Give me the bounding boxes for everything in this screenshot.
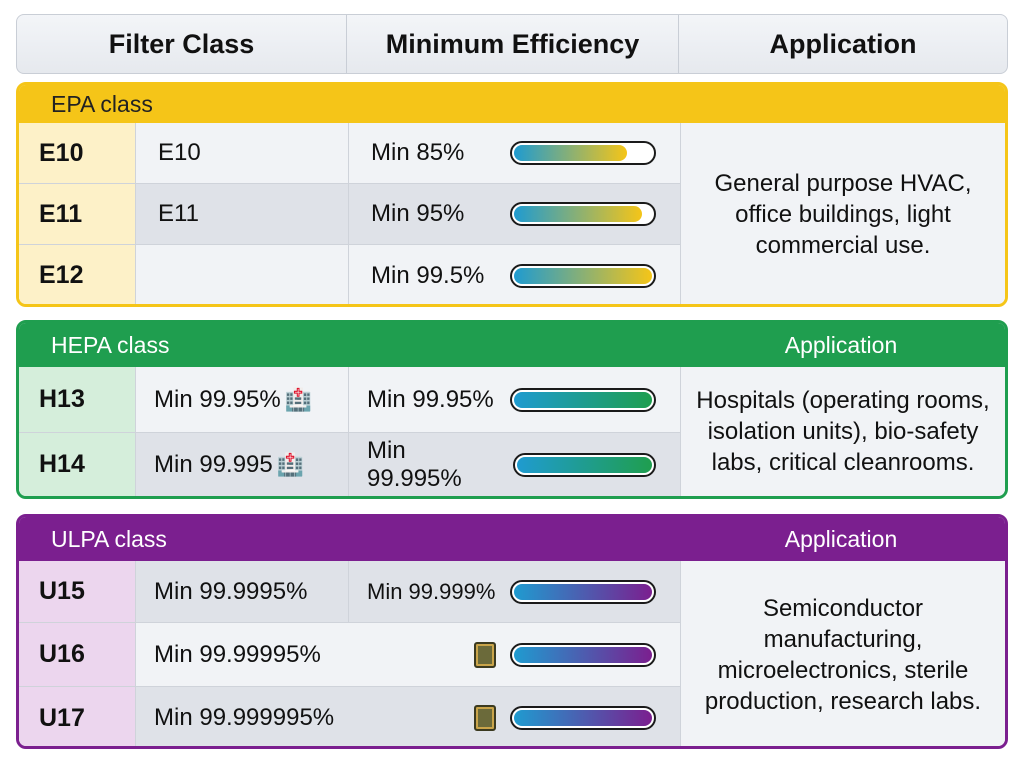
e11-label: E11 (136, 184, 349, 245)
u17-efficiency: Min 99.999995% (136, 687, 681, 746)
hospital-icon: 🏥 (276, 451, 305, 477)
hepa-app-header: Application (784, 331, 898, 358)
class-u17: U17 (19, 687, 136, 746)
e12-label (136, 245, 349, 304)
efficiency-bar-fill (514, 646, 652, 663)
epa-title: EPA class (51, 90, 153, 117)
u16-efficiency: Min 99.99995% (136, 623, 681, 687)
header-filter-class: Filter Class (17, 15, 347, 73)
h14-label: Min 99.995 🏥 (136, 433, 349, 496)
class-h14: H14 (19, 433, 136, 496)
u15-label: Min 99.9995% (136, 561, 349, 623)
h14-efficiency: Min 99.995% (349, 433, 681, 496)
efficiency-bar (510, 642, 656, 667)
h13-efficiency: Min 99.95% (349, 367, 681, 433)
class-e10: E10 (19, 123, 136, 184)
e10-label: E10 (136, 123, 349, 184)
class-e11: E11 (19, 184, 136, 245)
e11-efficiency: Min 95% (349, 184, 681, 245)
epa-application: General purpose HVAC, office buildings, … (681, 123, 1005, 304)
e12-efficiency: Min 99.5% (349, 245, 681, 304)
ulpa-app-header: Application (784, 525, 898, 552)
u15-efficiency: Min 99.999% (349, 561, 681, 623)
efficiency-bar-fill (514, 583, 652, 600)
ulpa-section: ULPA class Application U15 Min 99.9995% M… (16, 514, 1008, 749)
hepa-section: HEPA class Application H13 Min 99.95% 🏥 Mi… (16, 320, 1008, 499)
efficiency-bar (510, 263, 656, 288)
hepa-title: HEPA class (51, 331, 170, 358)
epa-section: EPA class E10 E10 Min 85% General purpos… (16, 82, 1008, 307)
e10-efficiency: Min 85% (349, 123, 681, 184)
class-h13: H13 (19, 367, 136, 433)
efficiency-bar (510, 141, 656, 165)
efficiency-bar (510, 579, 656, 604)
efficiency-bar (510, 202, 656, 226)
class-u15: U15 (19, 561, 136, 623)
class-e12: E12 (19, 245, 136, 304)
microchip-icon (474, 705, 496, 731)
microchip-icon (474, 641, 496, 668)
efficiency-bar-fill (514, 206, 643, 222)
efficiency-bar-fill (514, 267, 652, 284)
efficiency-bar (510, 706, 656, 730)
efficiency-bar-fill (514, 391, 652, 408)
efficiency-bar-fill (516, 456, 652, 473)
header-min-efficiency: Minimum Efficiency (347, 15, 679, 73)
efficiency-bar (512, 452, 656, 477)
hepa-application: Hospitals (operating rooms, isolation un… (681, 367, 1005, 496)
class-u16: U16 (19, 623, 136, 687)
efficiency-bar-fill (514, 710, 652, 726)
table-header: Filter Class Minimum Efficiency Applicat… (16, 14, 1008, 74)
hospital-icon: 🏥 (284, 386, 313, 412)
efficiency-bar-fill (514, 145, 628, 161)
header-application: Application (769, 28, 917, 59)
ulpa-application: Semiconductor manufacturing, microelectr… (681, 561, 1005, 746)
h13-label: Min 99.95% 🏥 (136, 367, 349, 433)
efficiency-bar (510, 387, 656, 412)
ulpa-title: ULPA class (51, 525, 167, 552)
